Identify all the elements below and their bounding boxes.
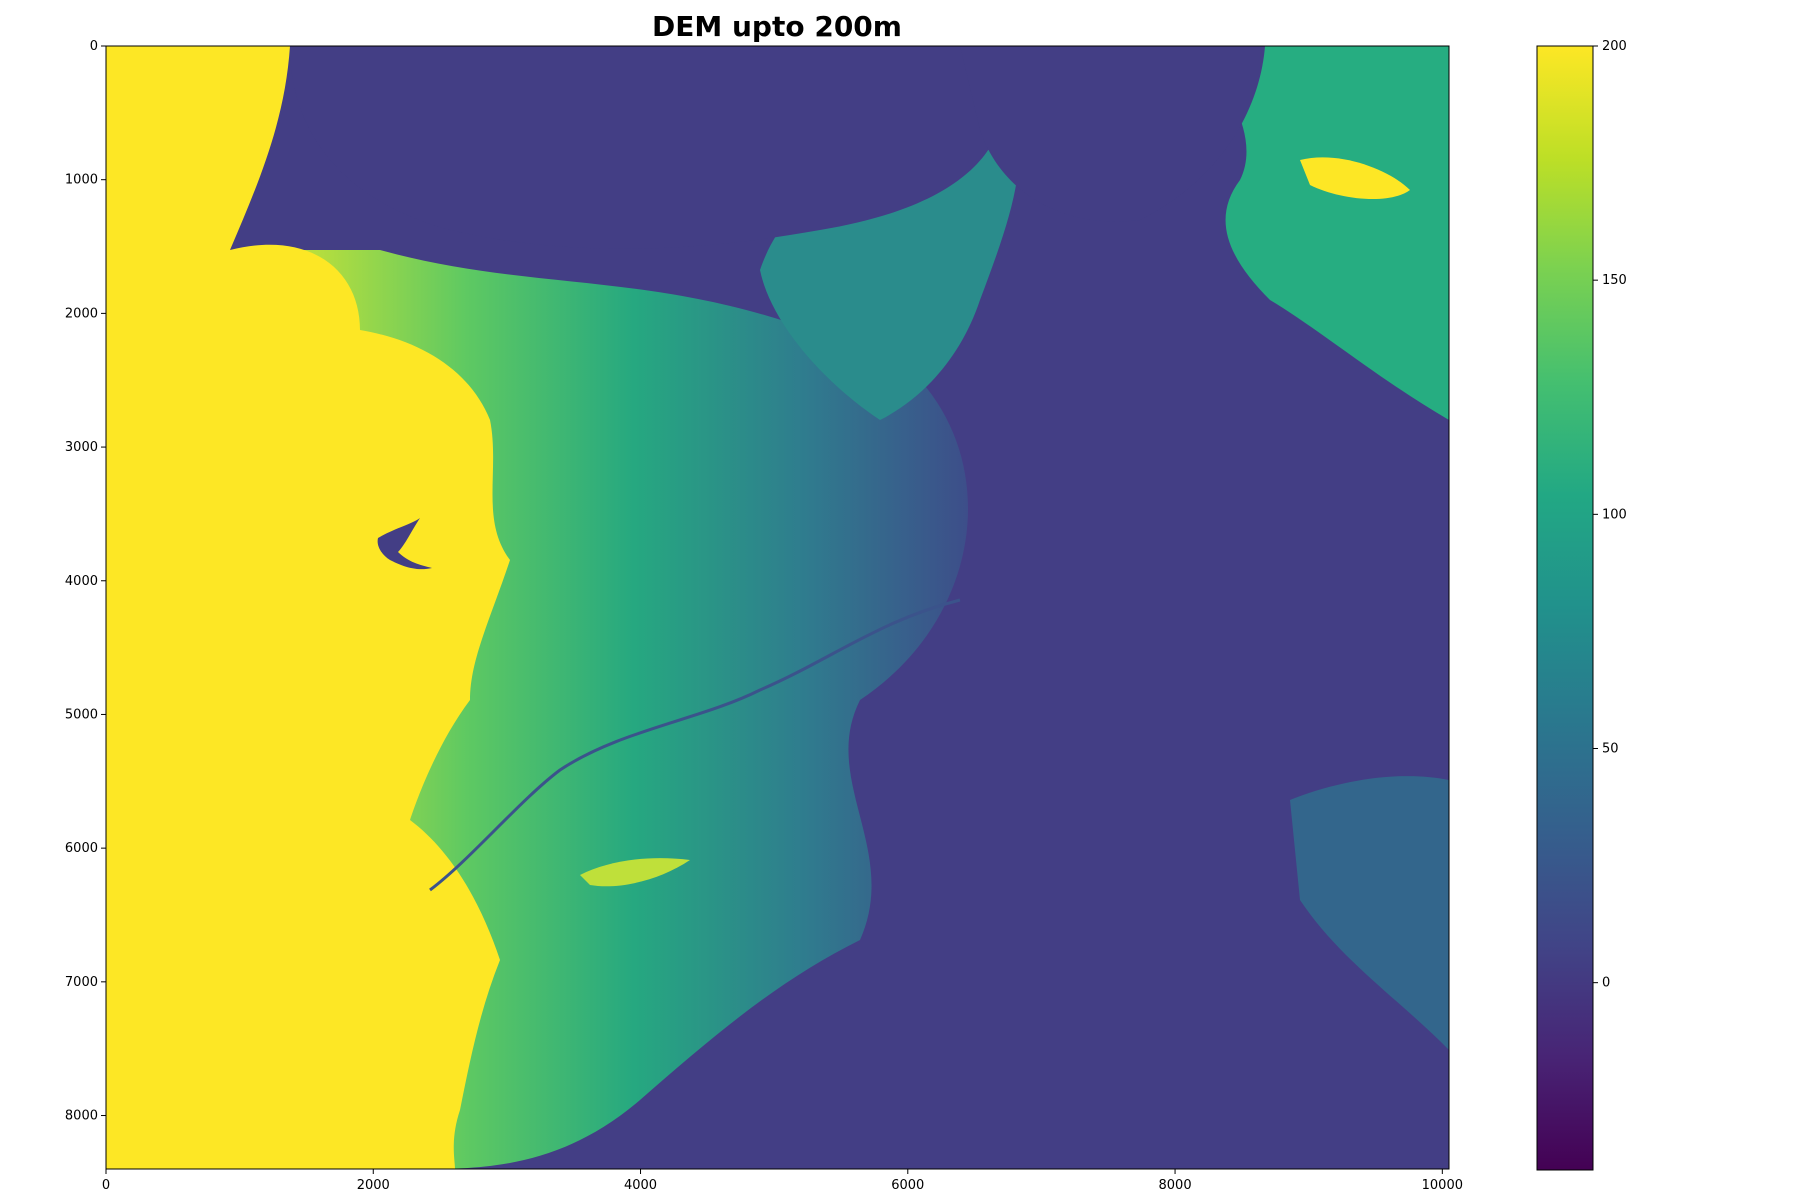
x-tick-label: 4000 bbox=[624, 1178, 657, 1193]
y-tick-label: 1000 bbox=[65, 173, 98, 188]
colorbar bbox=[1536, 45, 1594, 1171]
main-river bbox=[429, 598, 961, 892]
y-tick-label: 4000 bbox=[65, 574, 98, 589]
colorbar-tick-label: 200 bbox=[1602, 39, 1627, 54]
colorbar-tick-label: 100 bbox=[1602, 507, 1627, 522]
colorbar-tick-label: 0 bbox=[1602, 976, 1610, 991]
chart-title: DEM upto 200m bbox=[652, 10, 902, 43]
heatmap-image bbox=[106, 46, 1449, 1169]
colorbar-tick-label: 50 bbox=[1602, 742, 1619, 757]
y-axis: 0 1000 2000 3000 4000 5000 6000 7000 8000 bbox=[65, 39, 106, 1124]
northern-basin bbox=[290, 46, 1007, 249]
y-tick-label: 6000 bbox=[65, 841, 98, 856]
x-tick-label: 10000 bbox=[1422, 1178, 1463, 1193]
isolated-ridge bbox=[580, 858, 690, 887]
x-axis: 0 2000 4000 6000 8000 10000 bbox=[102, 1169, 1463, 1193]
reservoir bbox=[377, 518, 432, 570]
y-tick-label: 5000 bbox=[65, 707, 98, 722]
northeast-hills bbox=[1200, 46, 1449, 420]
x-tick-label: 6000 bbox=[891, 1178, 924, 1193]
colorbar-axis: 0 50 100 150 200 bbox=[1593, 39, 1627, 991]
y-tick-label: 8000 bbox=[65, 1109, 98, 1124]
x-tick-label: 0 bbox=[102, 1178, 110, 1193]
plot-frame bbox=[105, 45, 1450, 1170]
y-tick-label: 0 bbox=[90, 39, 98, 54]
northeast-plateau bbox=[1300, 157, 1410, 200]
western-highlands bbox=[106, 46, 510, 1169]
x-tick-label: 8000 bbox=[1159, 1178, 1192, 1193]
y-tick-label: 2000 bbox=[65, 306, 98, 321]
northern-basin-east bbox=[960, 46, 1265, 222]
y-tick-label: 3000 bbox=[65, 440, 98, 455]
southeast-hills bbox=[1290, 776, 1449, 1050]
colorbar-tick-label: 150 bbox=[1602, 273, 1627, 288]
x-tick-label: 2000 bbox=[357, 1178, 390, 1193]
y-tick-label: 7000 bbox=[65, 975, 98, 990]
